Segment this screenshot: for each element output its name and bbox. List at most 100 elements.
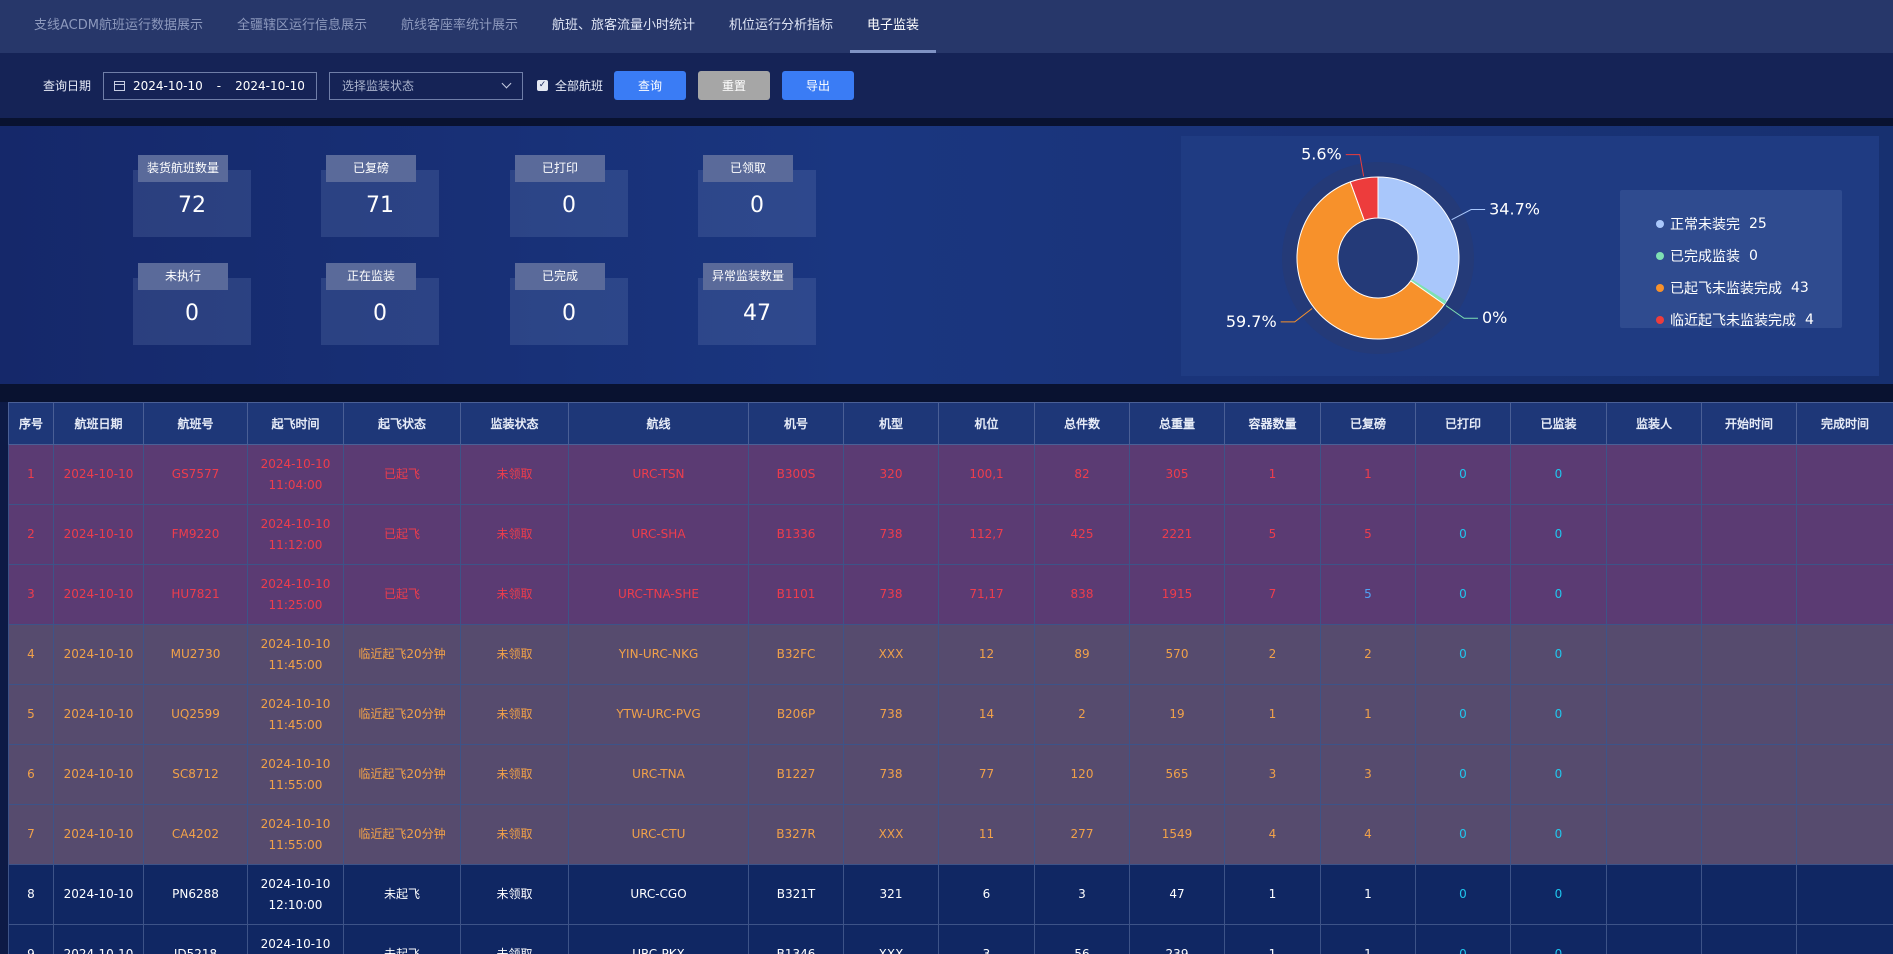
table-cell: 未起飞 <box>344 865 461 925</box>
table-cell: 已起飞 <box>344 565 461 625</box>
tab-region-info[interactable]: 全疆辖区运行信息展示 <box>220 0 384 53</box>
all-flights-toggle[interactable]: ✓ 全部航班 <box>537 77 603 94</box>
table-cell <box>1797 925 1893 954</box>
table-row[interactable]: 3 2024-10-10 HU7821 2024-10-10 11:25:00 已起飞未… <box>9 565 1893 625</box>
table-cell: 0 <box>1416 565 1511 625</box>
table-cell: 2024-10-10 11:04:00 <box>248 445 344 505</box>
legend-item[interactable]: 临近起飞未监装完成 4 <box>1620 304 1842 336</box>
table-cell <box>1607 865 1702 925</box>
table-cell: 0 <box>1511 445 1607 505</box>
table-cell: 3 <box>9 565 54 625</box>
stat-card-in-progress: 正在监装 0 <box>321 263 439 335</box>
legend-label: 已完成监装 <box>1670 246 1740 266</box>
table-cell <box>1702 505 1797 565</box>
table-cell: 未领取 <box>461 745 569 805</box>
table-cell: 1 <box>9 445 54 505</box>
stat-label: 已完成 <box>515 263 605 290</box>
legend-dot <box>1656 316 1664 324</box>
table-cell: 565 <box>1130 745 1225 805</box>
table-cell: 71,17 <box>939 565 1035 625</box>
table-cell: 0 <box>1511 805 1607 865</box>
stat-value: 71 <box>321 193 439 218</box>
table-cell <box>1607 505 1702 565</box>
table-cell: URC-TNA <box>569 745 749 805</box>
table-cell: 未领取 <box>461 445 569 505</box>
table-cell: 5 <box>9 685 54 745</box>
table-cell: 2024-10-10 <box>54 865 144 925</box>
table-cell: 0 <box>1511 925 1607 954</box>
table-cell: 0 <box>1511 565 1607 625</box>
table-cell <box>1607 805 1702 865</box>
table-cell: B300S <box>749 445 844 505</box>
table-cell: 0 <box>1511 745 1607 805</box>
table-cell: 4 <box>9 625 54 685</box>
table-cell: 未领取 <box>461 865 569 925</box>
table-cell: 4 <box>1321 805 1416 865</box>
table-row[interactable]: 1 2024-10-10 GS7577 2024-10-10 11:04:00 已起飞未… <box>9 445 1893 505</box>
table-cell: 56 <box>1035 925 1130 954</box>
table-cell <box>1797 505 1893 565</box>
tab-acdm[interactable]: 支线ACDM航班运行数据展示 <box>0 0 220 53</box>
tab-stand-analysis[interactable]: 机位运行分析指标 <box>712 0 850 53</box>
query-button[interactable]: 查询 <box>614 71 686 100</box>
table-row[interactable]: 2 2024-10-10 FM9220 2024-10-10 11:12:00 已起飞未… <box>9 505 1893 565</box>
table-row[interactable]: 5 2024-10-10 UQ2599 2024-10-10 11:45:00 临近起飞… <box>9 685 1893 745</box>
table-cell: 0 <box>1416 625 1511 685</box>
legend-item[interactable]: 已完成监装 0 <box>1620 240 1842 272</box>
table-cell: B1227 <box>749 745 844 805</box>
stat-label: 已打印 <box>515 155 605 182</box>
table-cell: 4 <box>1225 805 1321 865</box>
stat-card-printed: 已打印 0 <box>510 155 628 227</box>
table-cell: 0 <box>1416 685 1511 745</box>
table-cell: XXX <box>844 625 939 685</box>
date-separator: - <box>217 79 221 93</box>
table-cell: URC-TNA-SHE <box>569 565 749 625</box>
table-cell: 320 <box>844 445 939 505</box>
tab-electronic-supervision[interactable]: 电子监装 <box>850 0 936 53</box>
table-cell: 82 <box>1035 445 1130 505</box>
table-cell: URC-CGO <box>569 865 749 925</box>
legend-label: 临近起飞未监装完成 <box>1670 310 1796 330</box>
status-select[interactable]: 选择监装状态 <box>329 72 523 100</box>
tab-load-factor[interactable]: 航线客座率统计展示 <box>384 0 535 53</box>
date-start[interactable]: 2024-10-10 <box>133 79 203 93</box>
table-cell <box>1797 745 1893 805</box>
table-cell: URC-PKX <box>569 925 749 954</box>
table-cell: 未领取 <box>461 805 569 865</box>
table-cell: 未领取 <box>461 565 569 625</box>
date-range-picker[interactable]: 2024-10-10 - 2024-10-10 <box>103 72 317 100</box>
table-cell: 89 <box>1035 625 1130 685</box>
reset-button[interactable]: 重置 <box>698 71 770 100</box>
column-header: 总件数 <box>1035 403 1130 445</box>
flight-table-container[interactable]: 序号 航班日期 航班号 起飞时间 起飞状态 监装状态 航线 机号 机型 机位 总件数 总重量 容器数量已… <box>8 402 1893 954</box>
table-cell <box>1797 625 1893 685</box>
legend-item[interactable]: 正常未装完 25 <box>1620 208 1842 240</box>
table-cell: 0 <box>1416 745 1511 805</box>
table-cell: 321 <box>844 865 939 925</box>
export-button[interactable]: 导出 <box>782 71 854 100</box>
table-cell: XXX <box>844 925 939 954</box>
legend-value: 25 <box>1749 216 1767 232</box>
tab-hourly-stats[interactable]: 航班、旅客流量小时统计 <box>535 0 712 53</box>
table-row[interactable]: 7 2024-10-10 CA4202 2024-10-10 11:55:00 临近起飞… <box>9 805 1893 865</box>
stat-card-not-executed: 未执行 0 <box>133 263 251 335</box>
column-header: 起飞时间 <box>248 403 344 445</box>
table-row[interactable]: 6 2024-10-10 SC8712 2024-10-10 11:55:00 临近起飞… <box>9 745 1893 805</box>
legend-dot <box>1656 284 1664 292</box>
table-row[interactable]: 4 2024-10-10 MU2730 2024-10-10 11:45:00 临近起飞… <box>9 625 1893 685</box>
table-cell: 未领取 <box>461 925 569 954</box>
table-row[interactable]: 8 2024-10-10 PN6288 2024-10-10 12:10:00 未起飞未… <box>9 865 1893 925</box>
checkbox-checked-icon[interactable]: ✓ <box>537 80 548 91</box>
table-cell: 2024-10-10 11:45:00 <box>248 685 344 745</box>
table-cell: YIN-URC-NKG <box>569 625 749 685</box>
table-cell: URC-CTU <box>569 805 749 865</box>
table-cell: 77 <box>939 745 1035 805</box>
stat-label: 已领取 <box>703 155 793 182</box>
table-cell: 1 <box>1321 865 1416 925</box>
date-end[interactable]: 2024-10-10 <box>235 79 305 93</box>
table-cell: 7 <box>9 805 54 865</box>
table-cell: 3 <box>1225 745 1321 805</box>
legend-dot <box>1656 220 1664 228</box>
legend-item[interactable]: 已起飞未监装完成 43 <box>1620 272 1842 304</box>
